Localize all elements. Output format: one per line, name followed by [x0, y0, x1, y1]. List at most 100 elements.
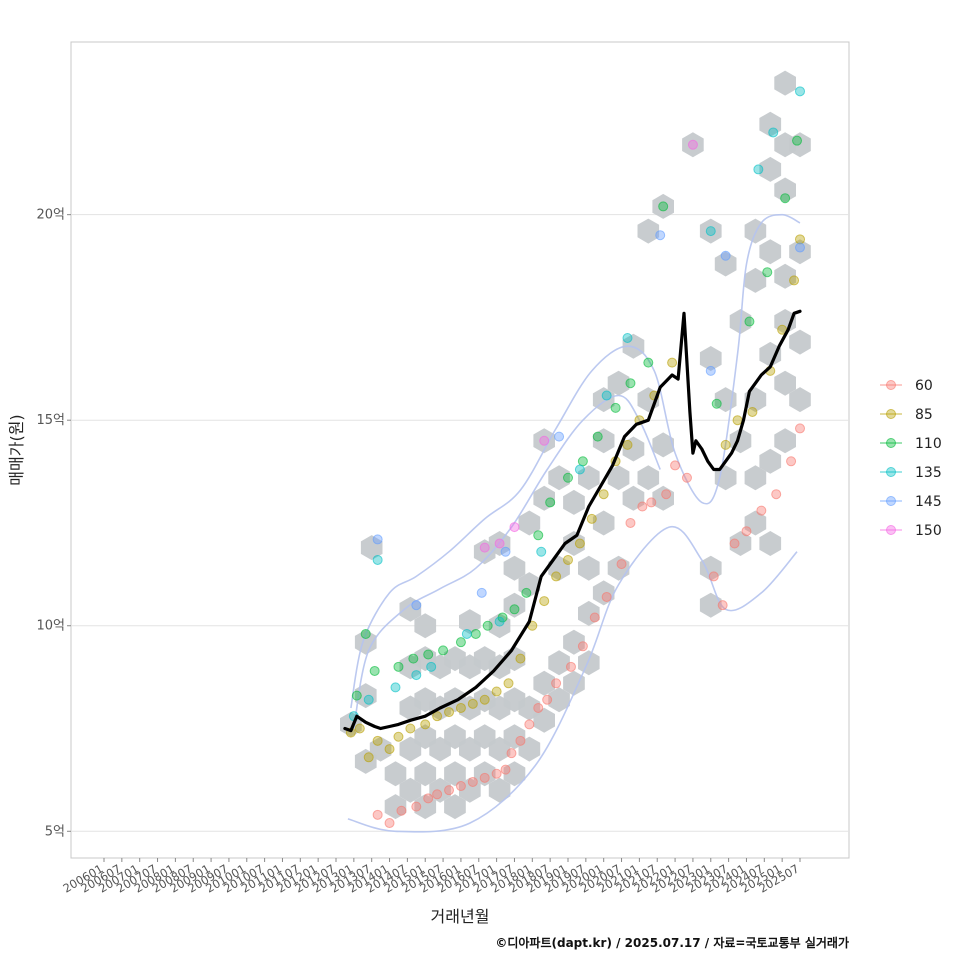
scatter-point: [444, 785, 455, 796]
hexbin-cell: [399, 596, 422, 622]
scatter-point: [586, 513, 597, 524]
y-axis-ticks: 5억 10억 15억 20억: [36, 208, 71, 839]
scatter-point: [780, 193, 791, 204]
scatter-point: [625, 378, 636, 389]
scatter-point: [533, 530, 544, 541]
scatter-point: [363, 752, 374, 763]
scatter-point: [515, 735, 526, 746]
scatter-point: [515, 653, 526, 664]
hexbin-cell: [592, 428, 615, 454]
scatter-point: [500, 546, 511, 557]
scatter-point: [494, 538, 505, 549]
scatter-point: [646, 497, 657, 508]
scatter-point: [408, 653, 419, 664]
hexbin-cell: [592, 510, 615, 536]
scatter-point: [753, 164, 764, 175]
scatter-layer: [345, 86, 805, 829]
x-axis-title: 거래년월: [431, 907, 490, 926]
scatter-point: [795, 234, 805, 245]
scatter-point: [667, 357, 678, 368]
hexbin-cell: [578, 555, 600, 581]
scatter-point: [720, 250, 731, 261]
scatter-point: [539, 435, 550, 446]
scatter-point: [420, 719, 431, 730]
scatter-point: [372, 809, 383, 820]
hexbin-cell: [518, 736, 541, 762]
scatter-point: [372, 534, 383, 545]
y-tick-label: 20억: [36, 208, 65, 223]
hexbin-cell: [444, 761, 466, 787]
scatter-point: [542, 694, 553, 705]
scatter-point: [521, 587, 532, 598]
scatter-point: [616, 559, 627, 570]
scatter-point: [467, 698, 478, 709]
scatter-point: [705, 365, 716, 376]
hexbin-cell: [384, 761, 407, 787]
hexbin-cell: [578, 600, 600, 626]
scatter-point: [411, 670, 422, 681]
scatter-point: [423, 793, 434, 804]
scatter-point: [423, 649, 434, 660]
scatter-point: [536, 546, 547, 557]
scatter-point: [720, 439, 731, 450]
scatter-point: [681, 472, 692, 483]
hexbin-cell: [360, 535, 383, 561]
x-axis-ticks: 2006012006072007012007072008012008072009…: [60, 858, 802, 896]
hexbin-cell: [578, 465, 600, 491]
legend-key-point: [886, 525, 896, 535]
scatter-point: [545, 497, 556, 508]
scatter-point: [393, 661, 404, 672]
plot-panel: [70, 41, 850, 859]
hexbin-cell: [563, 670, 585, 696]
scatter-point: [610, 402, 621, 413]
hexbin-cell: [759, 239, 782, 265]
scatter-point: [432, 711, 443, 722]
hexbin-cell: [774, 370, 796, 396]
hexbin-cell: [384, 794, 407, 820]
scatter-point: [786, 456, 797, 467]
scatter-point: [670, 460, 681, 471]
scatter-point: [563, 554, 573, 565]
scatter-point: [711, 398, 722, 409]
y-axis-title: 매매가(원): [7, 414, 26, 485]
scatter-point: [405, 723, 416, 734]
hexbin-cell: [518, 572, 541, 598]
scatter-point: [574, 464, 585, 475]
hexbin-cell: [759, 531, 782, 556]
scatter-point: [658, 201, 669, 212]
hexbin-cell: [774, 263, 796, 289]
hexbin-cell: [533, 428, 555, 454]
y-tick-label: 5억: [45, 824, 65, 839]
scatter-point: [384, 744, 395, 755]
hexbin-cell: [563, 531, 585, 556]
y-tick-label: 15억: [36, 413, 65, 428]
hexbin-cell: [774, 309, 796, 334]
scatter-point: [363, 694, 374, 705]
scatter-point: [565, 661, 576, 672]
scatter-point: [384, 818, 395, 829]
scatter-point: [539, 596, 550, 607]
density-contour: [350, 213, 801, 709]
hexbin-cell: [622, 333, 645, 359]
scatter-point: [390, 682, 401, 693]
scatter-point: [438, 645, 449, 656]
scatter-point: [393, 731, 404, 742]
hexbin-cell: [652, 485, 674, 511]
scatter-point: [360, 628, 371, 639]
source-caption: ©디아파트(dapt.kr) / 2025.07.17 / 자료=국토교통부 실…: [495, 935, 849, 950]
scatter-point: [372, 735, 383, 746]
median-trend-layer: [343, 309, 802, 733]
hexbin-layer: [340, 70, 811, 820]
scatter-point: [491, 768, 502, 779]
scatter-point: [598, 489, 609, 500]
hexbin-cell: [607, 465, 630, 491]
scatter-point: [503, 678, 514, 689]
hexbin-cell: [622, 485, 645, 511]
scatter-point: [455, 702, 466, 713]
scatter-point: [622, 439, 633, 450]
legend-key-point: [886, 438, 896, 448]
hexbin-cell: [414, 794, 437, 820]
hexbin-cell: [622, 436, 645, 462]
scatter-point: [643, 357, 654, 368]
scatter-point: [491, 686, 502, 697]
